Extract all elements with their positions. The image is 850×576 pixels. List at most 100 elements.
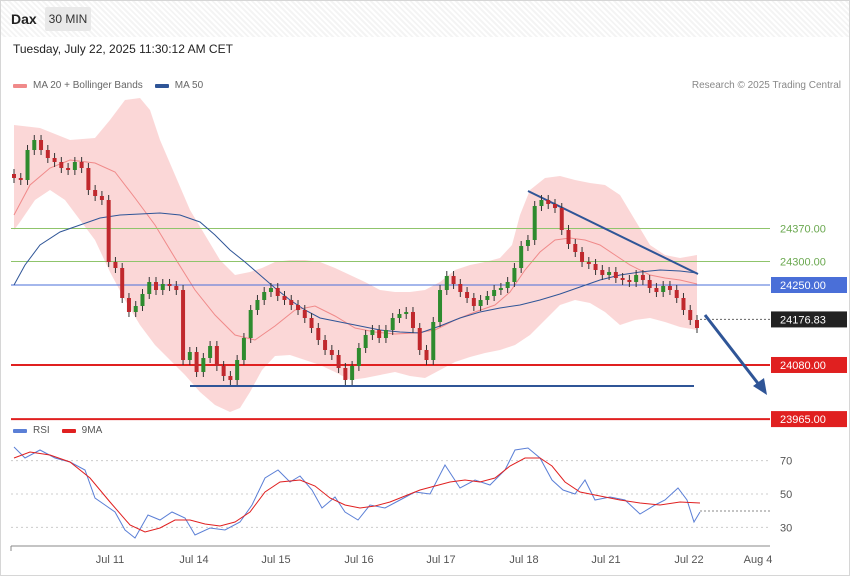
projection-arrow-head	[753, 378, 767, 395]
candle-body	[66, 168, 71, 170]
rsi-9ma-line	[13, 451, 701, 533]
candle-body	[45, 150, 50, 158]
legend-label-rsi: RSI	[33, 425, 50, 436]
candle-body	[695, 320, 699, 328]
candle-body	[39, 140, 44, 150]
rsi-tick-30: 30	[780, 522, 792, 534]
legend-swatch-ma50	[154, 83, 169, 88]
candle-body	[634, 275, 639, 282]
candle-body	[370, 330, 375, 335]
candle-body	[336, 355, 341, 368]
candle-body	[93, 190, 98, 196]
candle-body	[187, 352, 192, 360]
candle-body	[383, 330, 388, 338]
candle-body	[154, 282, 159, 290]
rsi-line	[13, 446, 701, 539]
x-tick-label: Jul 17	[426, 554, 455, 566]
candle-body	[113, 262, 118, 268]
candle-body	[397, 314, 402, 318]
candle-body	[140, 294, 145, 306]
candle-body	[539, 200, 544, 206]
candle-body	[377, 330, 382, 338]
candle-body	[465, 292, 470, 298]
rsi-tick-70: 70	[780, 456, 792, 468]
x-tick-label: Jul 22	[674, 554, 703, 566]
legend-swatch-ma20	[13, 83, 27, 88]
x-tick-label: Aug 4	[744, 554, 773, 566]
rsi-legend: RSI 9MA	[13, 425, 114, 436]
candle-body	[410, 312, 415, 328]
candle-body	[431, 322, 436, 360]
resistance-label-24300-00: 24300.00	[780, 256, 826, 268]
candle-body	[208, 346, 213, 358]
candle-body	[688, 310, 693, 320]
interval-button[interactable]: 30 MIN	[45, 7, 91, 31]
candle-body	[99, 196, 104, 200]
candle-body	[126, 298, 131, 312]
candle-body	[654, 288, 659, 292]
candle-body	[505, 282, 510, 288]
candle-body	[147, 282, 152, 294]
candle-body	[525, 240, 530, 246]
candle-body	[309, 318, 314, 328]
candle-body	[559, 208, 564, 230]
candle-body	[519, 246, 524, 268]
ma50-line	[13, 212, 698, 334]
candle-body	[133, 306, 138, 312]
legend-item-9ma[interactable]: 9MA	[61, 425, 103, 436]
legend-item-rsi[interactable]: RSI	[13, 425, 50, 436]
candle-body	[674, 290, 679, 298]
candle-body	[302, 310, 307, 318]
candle-body	[681, 298, 686, 310]
candle-body	[181, 290, 186, 360]
candle-body	[120, 268, 125, 298]
candle-body	[235, 360, 240, 380]
candle-body	[451, 276, 456, 284]
legend-swatch-9ma	[61, 428, 76, 433]
support-tag-24080-00	[771, 356, 847, 373]
candle-body	[12, 174, 16, 178]
candle-body	[647, 280, 652, 288]
x-tick-label: Jul 16	[344, 554, 373, 566]
candle-body	[52, 158, 57, 162]
candle-body	[201, 358, 206, 372]
candle-body	[390, 318, 395, 330]
candle-body	[424, 350, 429, 360]
x-tick-label: Jul 14	[179, 554, 208, 566]
legend-item-ma20[interactable]: MA 20 + Bollinger Bands	[13, 80, 143, 91]
research-credit: Research © 2025 Trading Central	[691, 80, 841, 91]
x-tick-label: Jul 15	[261, 554, 290, 566]
candle-body	[471, 298, 476, 306]
candle-body	[18, 178, 23, 180]
candle-body	[255, 300, 260, 310]
candle-body	[498, 288, 503, 290]
candle-body	[613, 272, 618, 278]
candle-body	[661, 286, 666, 292]
candle-body	[268, 288, 273, 292]
candle-body	[289, 300, 294, 305]
candle-body	[532, 206, 537, 240]
support-tag-23965-00	[771, 411, 847, 428]
candle-body	[32, 140, 37, 150]
last-price-label: 24176.83	[780, 314, 826, 326]
candle-body	[262, 292, 267, 300]
pivot-label: 24250.00	[780, 280, 826, 292]
legend-item-ma50[interactable]: MA 50	[154, 80, 203, 91]
candle-body	[444, 276, 449, 290]
x-tick-label: Jul 18	[509, 554, 538, 566]
symbol-label: Dax	[11, 11, 37, 27]
candle-body	[25, 150, 30, 180]
candle-body	[214, 346, 219, 366]
candle-body	[546, 200, 551, 204]
candle-body	[620, 278, 625, 280]
legend-label-9ma: 9MA	[81, 425, 103, 436]
candle-body	[72, 162, 77, 170]
candle-body	[552, 204, 557, 208]
candle-body	[492, 290, 497, 296]
candle-body	[580, 252, 585, 262]
candle-body	[566, 230, 571, 244]
candle-body	[607, 272, 612, 275]
candle-body	[228, 376, 233, 380]
candle-body	[241, 338, 246, 360]
